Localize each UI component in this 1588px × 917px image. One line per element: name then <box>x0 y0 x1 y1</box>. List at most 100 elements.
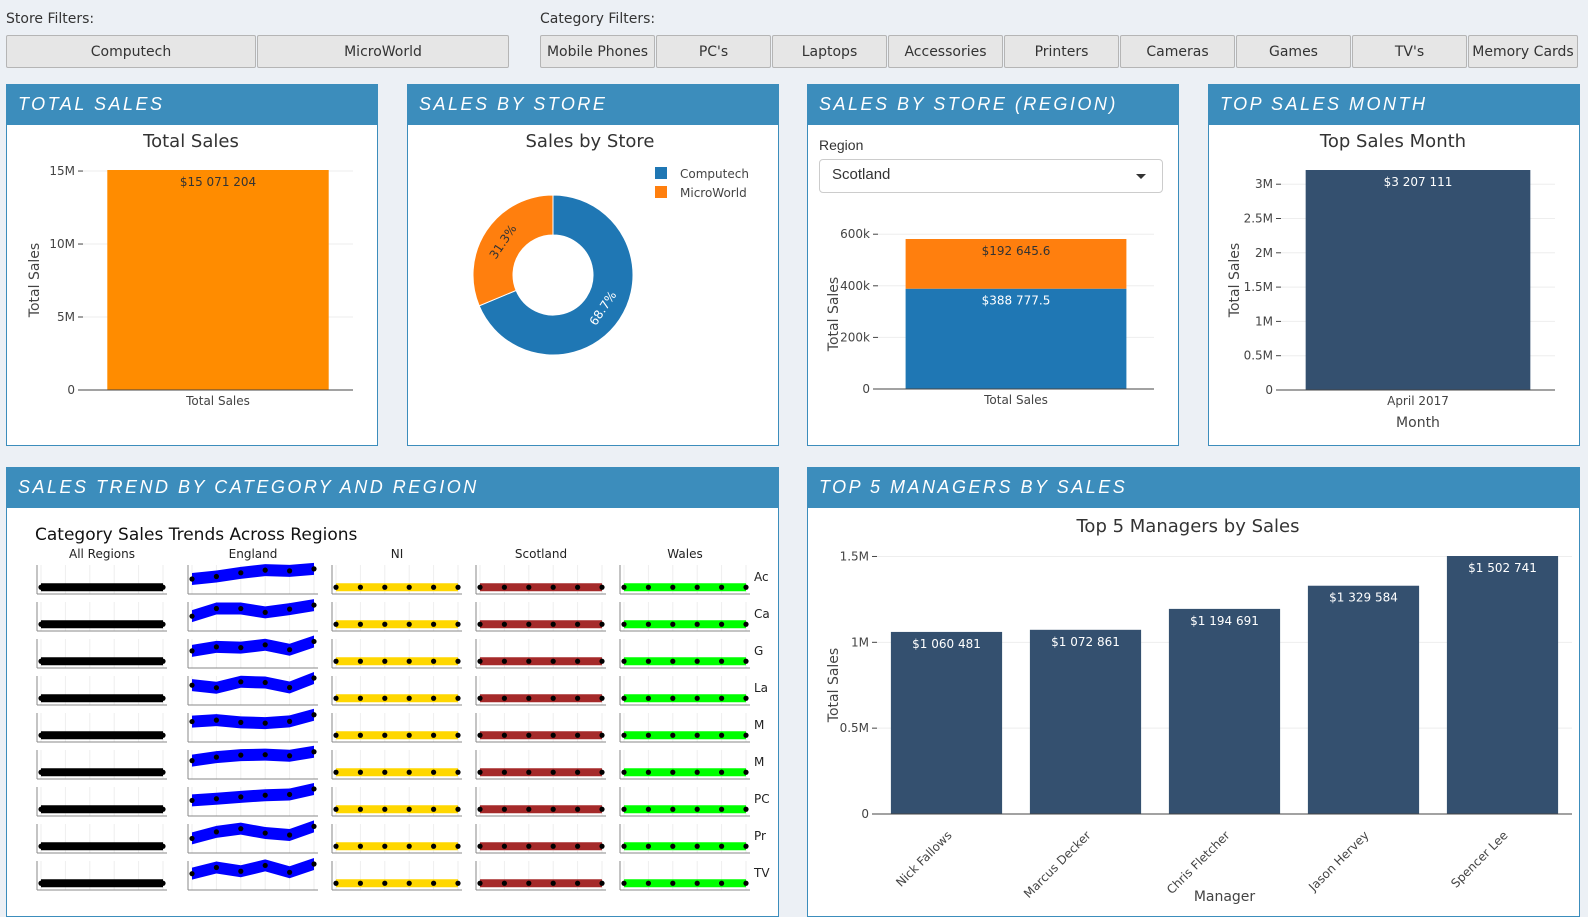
trend-point <box>599 769 605 775</box>
region-dropdown[interactable]: Scotland <box>819 159 1163 193</box>
trend-point <box>62 621 68 627</box>
y-tick-label: 0 <box>862 382 870 396</box>
trend-point <box>550 806 556 812</box>
y-tick-label: 5M <box>57 310 75 324</box>
trend-point <box>333 732 339 738</box>
trend-point <box>621 695 627 701</box>
data-label: $1 072 861 <box>1051 635 1120 649</box>
trend-point <box>136 695 142 701</box>
trend-point <box>62 695 68 701</box>
trend-point <box>160 658 166 664</box>
trend-point <box>136 658 142 664</box>
trend-band <box>336 657 458 666</box>
y-tick-label: 10M <box>49 237 75 251</box>
trend-point <box>575 769 581 775</box>
trend-point <box>213 605 219 612</box>
trend-point <box>526 806 532 812</box>
trend-point <box>550 843 556 849</box>
trend-point <box>111 806 117 812</box>
trend-point <box>694 806 700 812</box>
chart-title: Category Sales Trends Across Regions <box>35 525 358 545</box>
trend-point <box>621 806 627 812</box>
trend-point <box>357 769 363 775</box>
region-title: All Regions <box>69 547 135 561</box>
category-filter-tv-s-button[interactable]: TV's <box>1352 35 1467 68</box>
category-filter-pc-s-button[interactable]: PC's <box>656 35 771 68</box>
trend-point <box>743 880 749 886</box>
trend-point <box>262 642 268 648</box>
trend-point <box>645 695 652 701</box>
category-row-label: Ca <box>754 607 770 621</box>
trend-point <box>526 843 532 849</box>
trend-point <box>262 567 268 573</box>
trend-band <box>336 879 458 888</box>
trend-band <box>624 879 746 888</box>
trend-point <box>357 880 363 886</box>
category-filter-games-button[interactable]: Games <box>1236 35 1351 68</box>
category-filter-accessories-button[interactable]: Accessories <box>888 35 1003 68</box>
trend-point <box>382 880 388 886</box>
trend-band <box>41 768 163 777</box>
store-filter-computech-button[interactable]: Computech <box>6 35 256 68</box>
trend-point <box>189 576 195 582</box>
bar-microworld <box>905 239 1127 289</box>
store-filter-microworld-button[interactable]: MicroWorld <box>257 35 509 68</box>
trend-point <box>111 658 117 664</box>
category-filter-laptops-button[interactable]: Laptops <box>772 35 887 68</box>
trend-point <box>406 658 412 664</box>
y-tick-label: 2.5M <box>1244 212 1273 226</box>
trend-band <box>480 879 602 888</box>
chart-title: Top 5 Managers by Sales <box>1076 516 1300 537</box>
category-filter-memory-cards-button[interactable]: Memory Cards <box>1468 35 1578 68</box>
data-label: $1 060 481 <box>912 637 981 651</box>
category-filters-label: Category Filters: <box>540 11 656 27</box>
total-sales-header: TOTAL SALES <box>7 85 377 125</box>
trend-point <box>87 769 93 775</box>
trend-point <box>238 645 244 651</box>
trend-point <box>189 835 195 842</box>
trend-point <box>311 749 317 755</box>
trend-point <box>160 880 166 886</box>
trend-point <box>501 584 507 590</box>
trend-band <box>480 657 602 666</box>
trend-point <box>670 695 676 701</box>
trend-point <box>287 869 293 875</box>
trend-point <box>550 584 556 590</box>
trend-point <box>357 695 363 701</box>
trend-point <box>743 658 749 664</box>
trend-point <box>87 695 93 701</box>
trend-point <box>575 843 581 849</box>
trend-band <box>480 694 602 703</box>
trend-point <box>501 806 507 812</box>
trend-point <box>311 823 317 829</box>
store-filter-group: Computech MicroWorld <box>6 35 510 68</box>
trend-point <box>357 843 363 849</box>
trend-point <box>477 769 483 775</box>
total-sales-chart: 0 5M 10M 15M Total Sales Total Sales $15 071 2… <box>27 131 353 408</box>
trend-point <box>455 732 461 738</box>
category-row-label: M <box>754 755 764 769</box>
trend-point <box>406 584 412 590</box>
trend-point <box>670 732 676 738</box>
trend-band <box>192 671 314 694</box>
trend-point <box>62 732 68 738</box>
trend-point <box>136 584 142 590</box>
trend-point <box>599 806 605 812</box>
trend-point <box>311 638 317 645</box>
category-filter-printers-button[interactable]: Printers <box>1004 35 1119 68</box>
category-filter-cameras-button[interactable]: Cameras <box>1120 35 1235 68</box>
category-filter-mobile-phones-button[interactable]: Mobile Phones <box>540 35 655 68</box>
trend-point <box>262 609 268 615</box>
trend-point <box>575 732 581 738</box>
trend-point <box>382 732 388 738</box>
trend-point <box>38 843 44 849</box>
trend-band <box>480 731 602 740</box>
trend-point <box>111 732 117 738</box>
trend-point <box>670 621 676 627</box>
trend-point <box>694 880 700 886</box>
top-managers-header: TOP 5 MANAGERS BY SALES <box>808 468 1579 508</box>
trend-band <box>480 768 602 777</box>
category-row-label: M <box>754 718 764 732</box>
top-managers-chart: 0 0.5M 1M 1.5M Top 5 Managers by Sales Total … <box>826 516 1572 905</box>
trend-band <box>41 583 163 592</box>
